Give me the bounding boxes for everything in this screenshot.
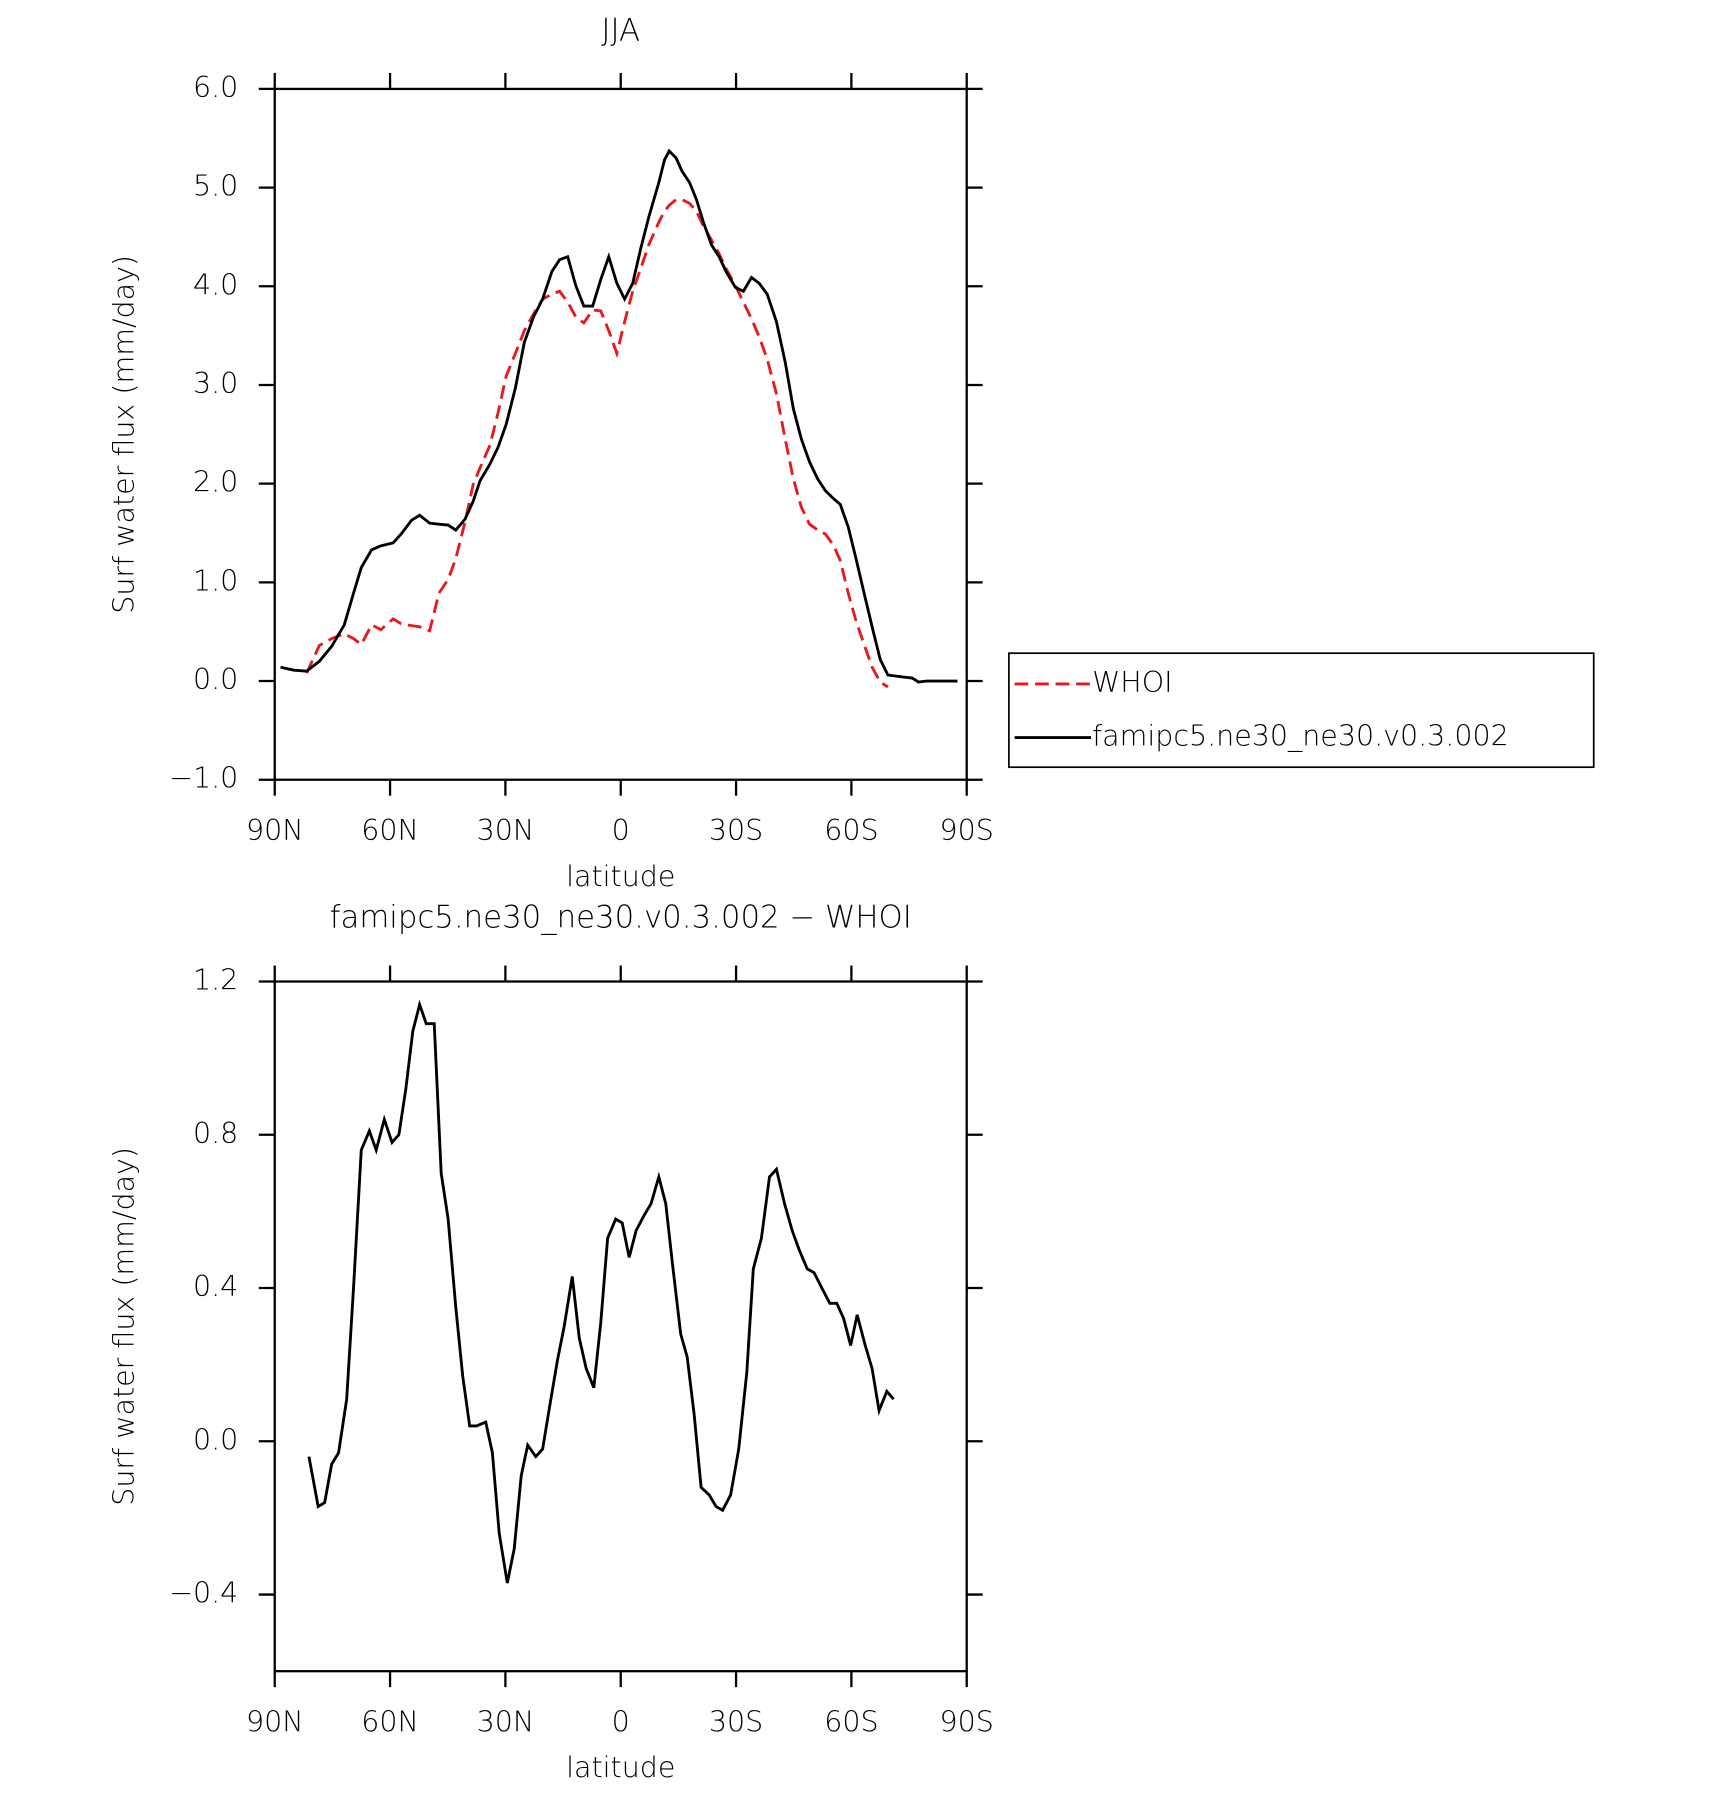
y-tick-label: 4.0 bbox=[193, 268, 238, 301]
x-tick-label: 0 bbox=[612, 1706, 630, 1739]
x-tick-label: 0 bbox=[612, 814, 630, 847]
data-line bbox=[305, 198, 889, 689]
y-tick-label: 5.0 bbox=[193, 170, 238, 203]
x-tick-label: 60N bbox=[361, 1706, 419, 1739]
x-tick-label: 30N bbox=[477, 1706, 535, 1739]
chart-title: famipc5.ne30_ne30.v0.3.002 − WHOI bbox=[330, 899, 912, 935]
plot-frame bbox=[273, 87, 968, 781]
x-tick-label: 30S bbox=[709, 814, 763, 847]
data-line bbox=[280, 148, 958, 684]
x-axis-label: latitude bbox=[566, 860, 675, 893]
x-tick-label: 90S bbox=[940, 1706, 994, 1739]
legend-label: famipc5.ne30_ne30.v0.3.002 bbox=[1092, 720, 1509, 754]
y-tick-label: 3.0 bbox=[193, 367, 238, 400]
y-tick-label: 1.0 bbox=[193, 564, 238, 597]
y-tick-label: 6.0 bbox=[193, 71, 238, 104]
x-tick-label: 60N bbox=[361, 814, 419, 847]
data-line bbox=[307, 999, 895, 1584]
x-tick-label: 90S bbox=[940, 814, 994, 847]
chart-title: JJA bbox=[601, 12, 640, 48]
y-tick-label: −1.0 bbox=[169, 762, 238, 795]
x-tick-label: 60S bbox=[824, 814, 878, 847]
y-tick-label: 0.0 bbox=[193, 1423, 238, 1456]
y-tick-label: −0.4 bbox=[169, 1577, 238, 1610]
y-tick-label: 0.0 bbox=[193, 663, 238, 696]
y-tick-label: 1.2 bbox=[193, 964, 238, 997]
y-axis-label: Surf water flux (mm/day) bbox=[107, 1147, 140, 1506]
plot-frame bbox=[273, 980, 968, 1673]
y-tick-label: 0.8 bbox=[193, 1117, 238, 1150]
x-tick-label: 30S bbox=[709, 1706, 763, 1739]
x-tick-label: 30N bbox=[477, 814, 535, 847]
y-tick-label: 0.4 bbox=[193, 1270, 238, 1303]
x-tick-label: 90N bbox=[246, 1706, 304, 1739]
legend-box bbox=[1008, 652, 1595, 769]
x-tick-label: 60S bbox=[824, 1706, 878, 1739]
x-axis-label: latitude bbox=[566, 1751, 675, 1784]
y-axis-label: Surf water flux (mm/day) bbox=[107, 255, 140, 614]
x-tick-label: 90N bbox=[246, 814, 304, 847]
y-tick-label: 2.0 bbox=[193, 466, 238, 499]
legend-label: WHOI bbox=[1092, 666, 1172, 699]
